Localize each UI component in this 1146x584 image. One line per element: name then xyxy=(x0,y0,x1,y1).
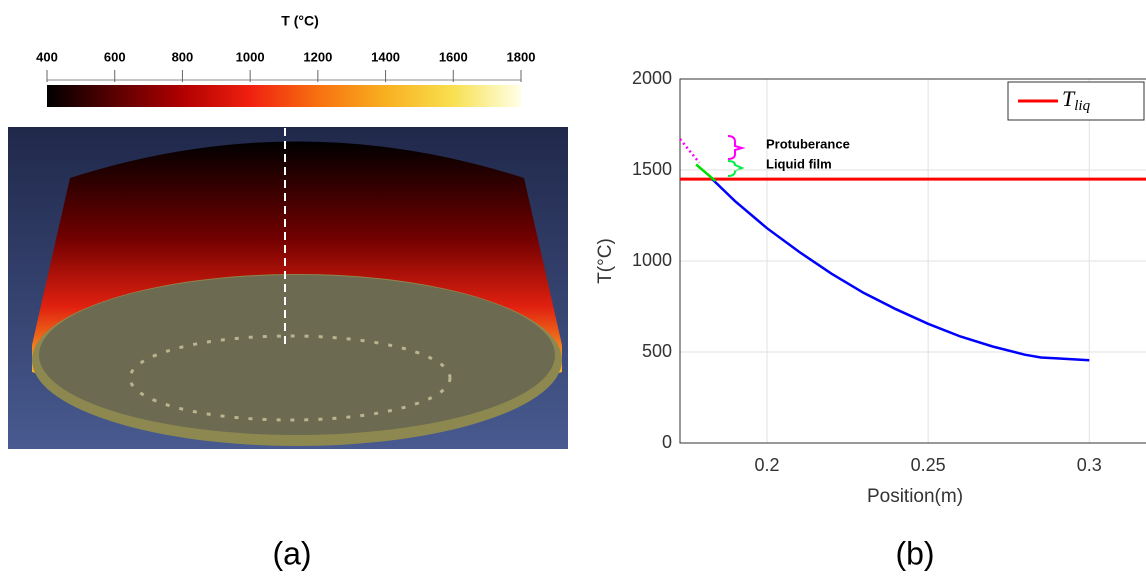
colorbar-tick-label: 400 xyxy=(36,49,58,64)
legend-label: Tliq xyxy=(1062,86,1091,114)
colorbar-title: T (°C) xyxy=(281,13,318,29)
y-tick-label: 1000 xyxy=(632,250,672,270)
x-tick-label: 0.25 xyxy=(911,455,946,475)
annotation: Liquid film xyxy=(766,156,832,171)
colorbar-tick-label: 1200 xyxy=(303,49,332,64)
y-tick-label: 1500 xyxy=(632,159,672,179)
annotation-braces xyxy=(727,135,746,177)
brace-liquid-film xyxy=(727,160,745,177)
colorbar-tick-label: 1800 xyxy=(507,49,536,64)
data-line xyxy=(711,178,1090,362)
brace-protuberance xyxy=(727,135,746,160)
panel-caption: (a) xyxy=(272,535,311,571)
data-line xyxy=(679,138,701,164)
colorbar-tick-label: 800 xyxy=(172,49,194,64)
colorbar-tick-label: 600 xyxy=(104,49,126,64)
data-line xyxy=(695,163,717,182)
inner-ring xyxy=(128,334,452,422)
annotation: Protuberance xyxy=(766,136,850,151)
colorbar-tick-label: 1000 xyxy=(236,49,265,64)
colorbar xyxy=(47,85,521,107)
colorbar-tick-label: 1400 xyxy=(371,49,400,64)
y-tick-label: 0 xyxy=(662,432,672,452)
render-3d xyxy=(8,127,568,449)
axes-frame xyxy=(679,78,1146,444)
y-axis-label: T(°C) xyxy=(595,238,616,284)
colorbar-tick-label: 1600 xyxy=(439,49,468,64)
panel-caption: (b) xyxy=(895,535,934,571)
x-axis-label: Position(m) xyxy=(867,486,963,507)
x-tick-label: 0.3 xyxy=(1077,455,1102,475)
cylinder-bottom xyxy=(39,275,555,435)
y-tick-label: 2000 xyxy=(632,68,672,88)
x-tick-label: 0.2 xyxy=(754,455,779,475)
y-tick-label: 500 xyxy=(642,341,672,361)
